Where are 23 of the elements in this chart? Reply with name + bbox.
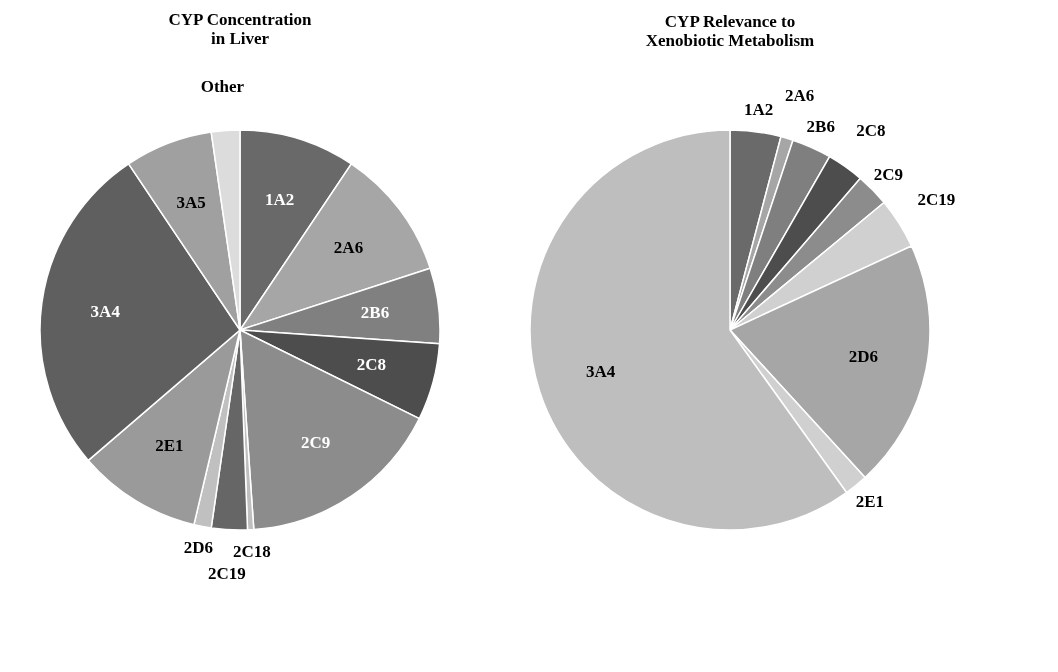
slice-label: 1A2 [264,189,295,209]
slice-label: 2C18 [232,541,271,561]
slice-label: Other [200,76,245,96]
slice-label: 2A6 [333,238,364,257]
slice-label: 3A5 [176,193,206,213]
slice-label: 2C9 [301,432,331,452]
slice-label: 2B6 [360,303,390,323]
slice-label: 2C9 [873,164,904,184]
slice-label: 2C8 [356,355,386,375]
chart-title: CYP Concentration in Liver [168,9,313,48]
slice-label: 2E1 [855,492,885,512]
slice-label: 2B6 [806,117,835,137]
slice-label: 2D6 [183,538,214,558]
slice-label: 2C19 [208,563,246,583]
slice-label: 2D6 [848,346,878,366]
slice-label: 2C8 [856,120,886,140]
slice-label: 2E1 [155,436,184,456]
slice-label: 2A6 [784,86,815,106]
chart-title: CYP Relevance to Xenobiotic Metabolism [645,12,815,50]
slice-label: 2C19 [917,189,956,209]
slice-label: 3A4 [585,361,616,381]
slice-label: 1A2 [743,99,774,119]
slice-label: 3A4 [90,301,121,321]
